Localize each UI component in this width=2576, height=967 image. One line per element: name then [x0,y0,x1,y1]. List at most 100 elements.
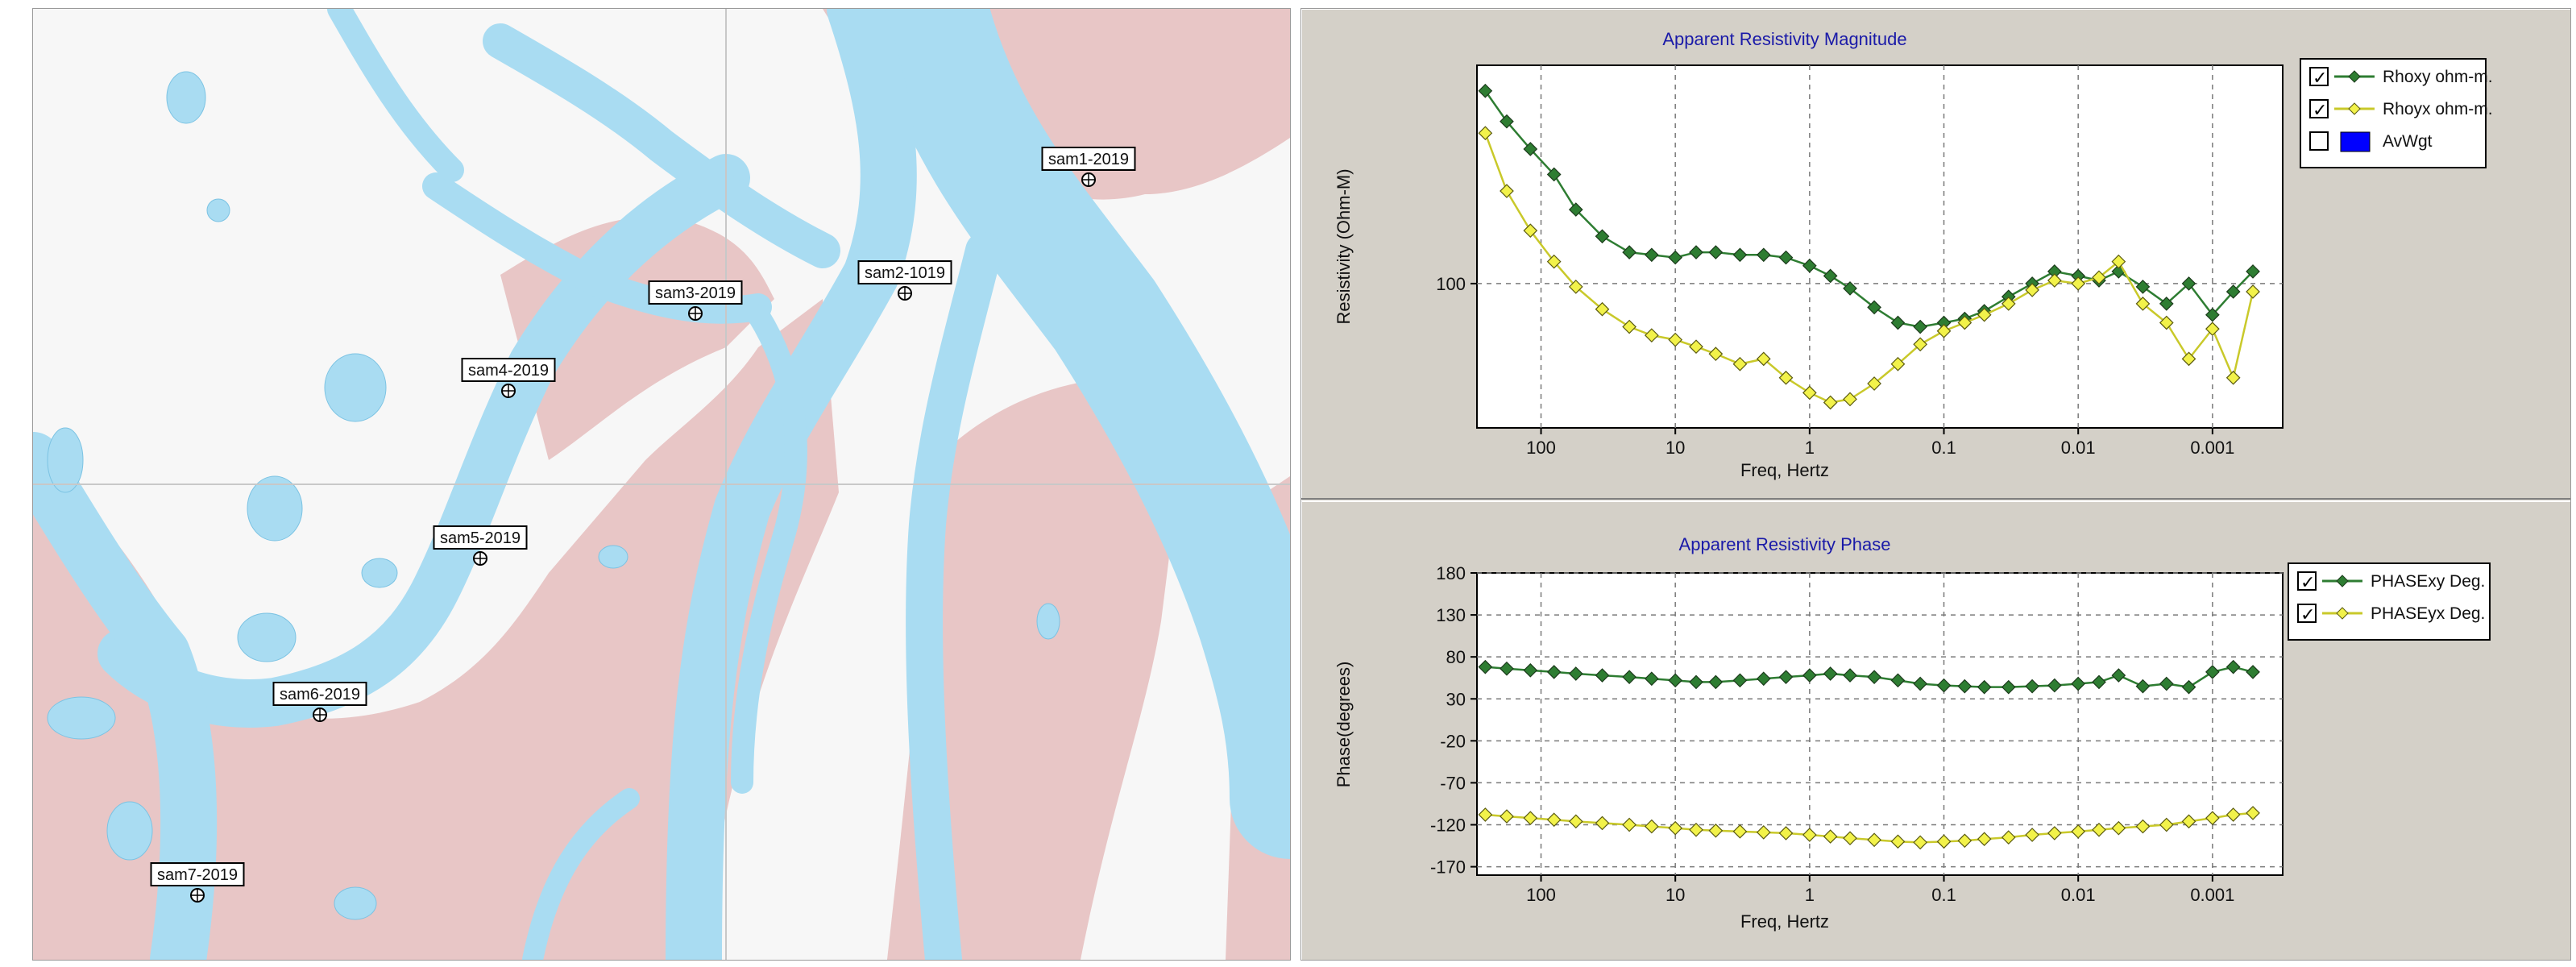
checkmark-icon: ✓ [2313,68,2327,88]
y-tick-label: -70 [1440,773,1466,793]
data-point [1478,659,1493,674]
x-tick-label: 0.001 [2190,885,2234,905]
legend-item-rhoyx[interactable]: ✓ Rhoyx ohm-m. [2309,99,2493,120]
data-point [1977,679,1992,695]
data-point [1890,834,1906,849]
data-point [1668,820,1683,836]
data-point [1595,816,1610,831]
data-point [1546,665,1562,679]
data-point [2205,665,2220,679]
legend-item-phaseyx[interactable]: ✓ PHASEyx Deg. [2297,604,2485,625]
data-point [2225,370,2241,385]
data-point [1595,301,1610,317]
mt-response-panel: Apparent Resistivity Magnitude 100 10 1 0.1… [1300,8,2571,961]
station-label-box [648,280,743,305]
series-yx [1478,126,2260,410]
x-axis-label: Freq, Hertz [1740,460,1829,480]
x-tick-label: 0.1 [1931,438,1956,458]
y-tick-label: 30 [1446,689,1466,709]
legend: ✓ Rhoxy ohm-m. ✓ Rhoyx ohm-m. AvWgt [2300,58,2493,168]
data-point [2181,814,2196,829]
data-point [1622,670,1636,685]
legend-checkbox-rhoyx[interactable] [2309,99,2329,118]
data-point [1890,356,1906,371]
data-point [1957,679,1972,694]
series-xy [1478,659,2260,695]
station-sam7-2019[interactable]: sam7-2019 [150,862,245,903]
data-point [1732,247,1748,263]
station-label: sam6-2019 [280,686,360,703]
data-point [1732,824,1748,839]
data-point [2135,297,2151,311]
chart-title: Apparent Resistivity Magnitude [1662,29,1906,49]
station-label-box [461,358,556,382]
data-point [1595,668,1610,683]
data-point [1936,834,1952,849]
data-point [1568,280,1583,294]
tick-labels: 100 10 1 0.1 0.01 0.001 100 [1436,274,2234,458]
legend-item-rhoxy[interactable]: ✓ Rhoxy ohm-m. [2309,67,2493,88]
resistivity-phase-plot: Apparent Resistivity Phase 100 10 1 0.1 0.01… [1334,534,2491,932]
data-point [1622,245,1636,259]
legend-marker-phaseyx [2336,607,2349,620]
data-point [2225,284,2241,299]
resistivity-magnitude-plot: Apparent Resistivity Magnitude 100 10 1 0.1… [1334,29,2493,480]
data-point [1823,395,1838,410]
x-tick-label: 1 [1805,885,1815,905]
legend-item-phasexy[interactable]: ✓ PHASExy Deg. [2297,571,2485,592]
data-point [1500,809,1514,824]
data-point [1668,673,1683,688]
legend-checkbox-phaseyx[interactable] [2297,604,2317,623]
data-point [2071,676,2086,691]
data-point [1500,661,1514,676]
data-point [1913,337,1928,352]
data-point [1708,674,1724,690]
station-sam5-2019[interactable]: sam5-2019 [433,525,528,566]
survey-map[interactable]: sam1-2019 sam2-1019 sam3-2019 sam4-2019 sam5… [32,8,1291,961]
data-point [1689,339,1703,355]
data-point [1823,829,1838,844]
data-point [2135,679,2151,694]
data-point [1913,319,1928,334]
station-sam1-2019[interactable]: sam1-2019 [1041,147,1136,187]
data-point [1977,307,1992,322]
legend-box [2300,58,2487,168]
data-point [1890,673,1906,688]
station-label: sam5-2019 [440,529,521,547]
station-sam6-2019[interactable]: sam6-2019 [272,682,367,722]
data-point [2159,297,2174,311]
legend-item-avwgt[interactable]: AvWgt [2309,131,2433,152]
data-point [2092,822,2106,837]
data-point [1756,351,1771,367]
series-layer [1478,83,2260,410]
data-point [1823,268,1838,284]
data-point [1644,328,1659,342]
legend-checkbox-rhoxy[interactable] [2309,67,2329,86]
data-point [2071,824,2086,839]
data-point [1546,167,1562,182]
data-point [2159,315,2174,330]
legend-box [2288,562,2491,641]
data-point [1523,142,1538,156]
data-point [1689,822,1703,837]
station-sam4-2019[interactable]: sam4-2019 [461,358,556,398]
data-point [1843,831,1857,846]
legend-checkbox-avwgt[interactable] [2309,131,2329,151]
map-canvas[interactable]: sam1-2019 sam2-1019 sam3-2019 sam4-2019 sam5… [33,9,1290,960]
data-point [1568,814,1583,829]
station-label-box [857,260,952,284]
data-point [1644,247,1659,263]
data-point [2246,284,2260,299]
data-point [1708,245,1724,259]
data-point [2181,679,2196,695]
mt-response-canvas: Apparent Resistivity Magnitude 100 10 1 0.1… [1301,29,2570,932]
data-point [1523,811,1538,826]
station-sam2-1019[interactable]: sam2-1019 [857,260,952,301]
data-point [2225,659,2241,674]
tick-labels: 100 10 1 0.1 0.01 0.001 180 130 80 30 -20 -70 -120 -1… [1430,563,2234,905]
data-point [1546,254,1562,269]
legend-checkbox-phasexy[interactable] [2297,571,2317,591]
x-tick-label: 0.01 [2061,885,2096,905]
chart-title: Apparent Resistivity Phase [1679,534,1891,554]
station-sam3-2019[interactable]: sam3-2019 [648,280,743,321]
